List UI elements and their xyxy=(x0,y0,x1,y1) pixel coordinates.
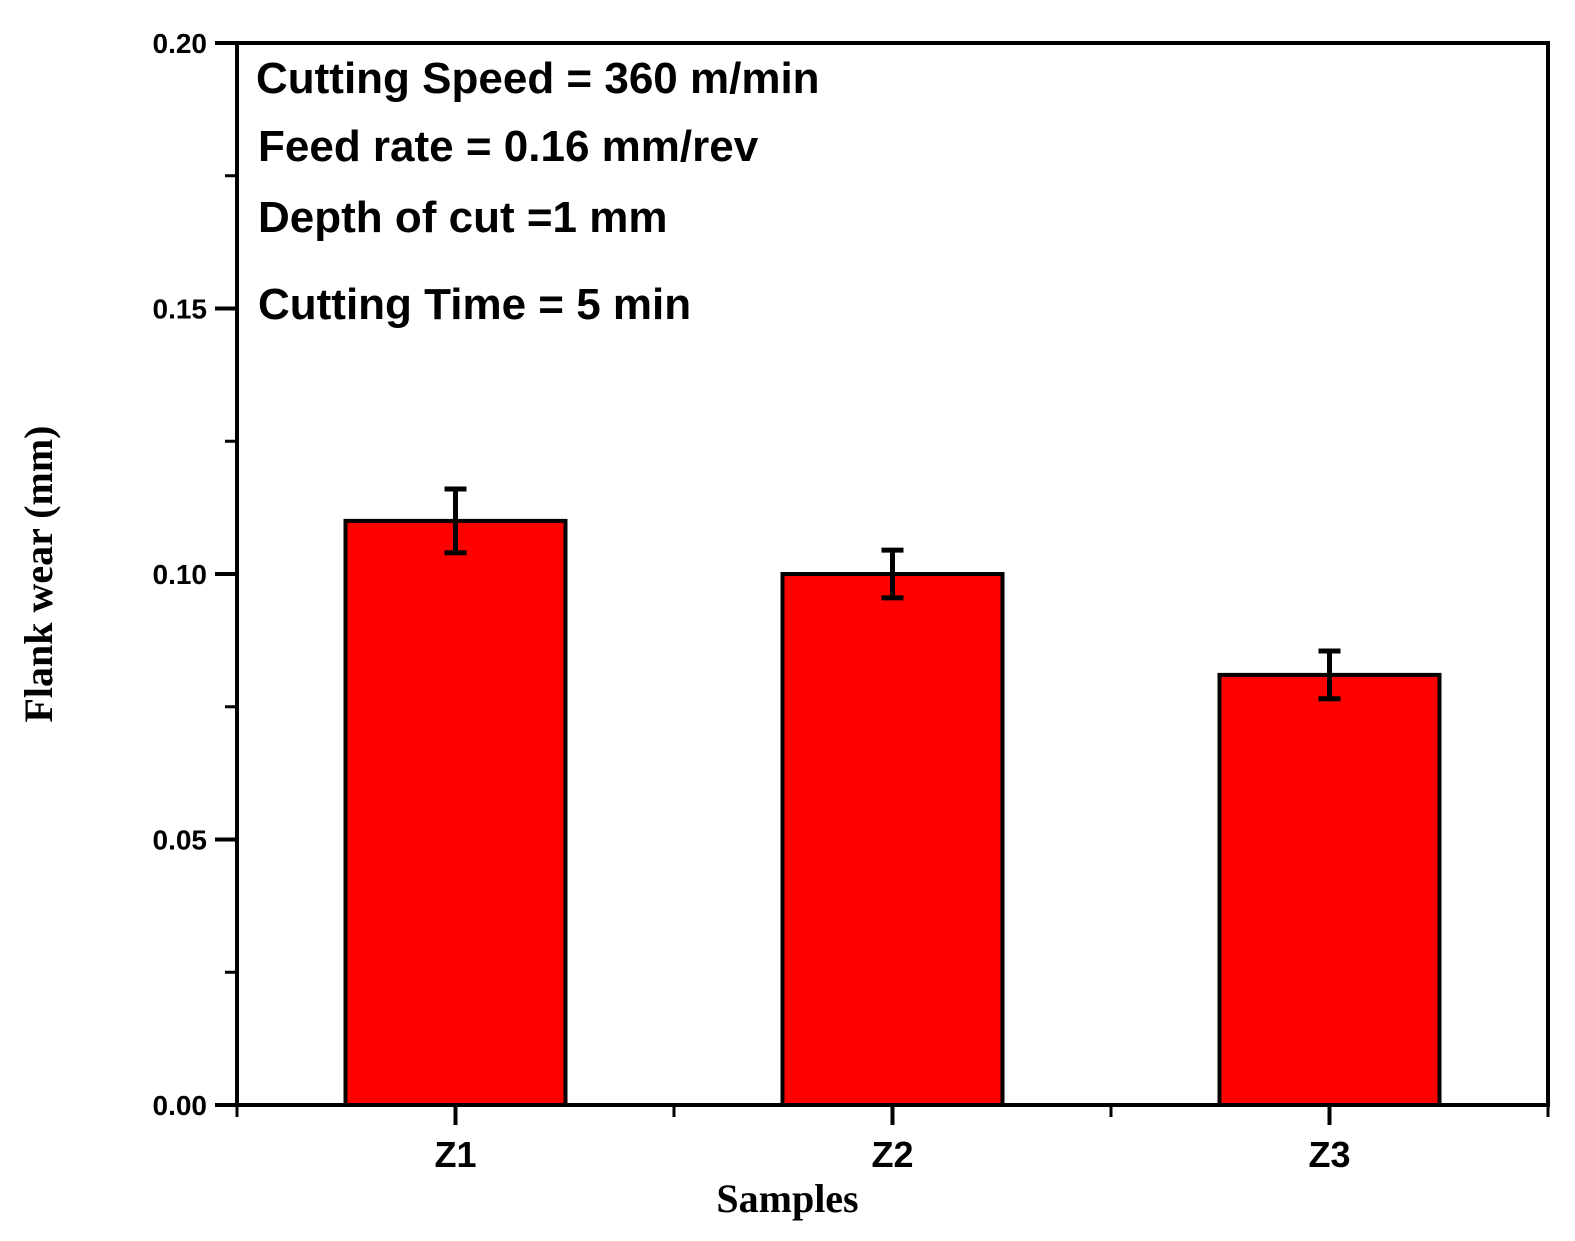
annotation-feed-rate: Feed rate = 0.16 mm/rev xyxy=(258,122,759,171)
annotation-block: Cutting Speed = 360 m/min Feed rate = 0.… xyxy=(256,54,820,329)
labels-layer: Flank wear (mm) Samples xyxy=(16,426,859,1222)
error-bar-z1 xyxy=(444,486,467,556)
error-bar-z2 xyxy=(881,547,904,601)
y-tick-label: 0.15 xyxy=(153,294,208,325)
annotation-depth-of-cut: Depth of cut =1 mm xyxy=(258,193,668,242)
x-tick-label-z2: Z2 xyxy=(871,1134,913,1175)
y-tick-label: 0.20 xyxy=(153,28,208,59)
x-tick-label-z3: Z3 xyxy=(1308,1134,1350,1175)
annotation-cutting-time: Cutting Time = 5 min xyxy=(258,280,691,329)
y-tick-label: 0.05 xyxy=(153,825,208,856)
x-axis-title: Samples xyxy=(716,1176,858,1221)
y-tick-label: 0.00 xyxy=(153,1090,208,1121)
bar-z1 xyxy=(343,518,568,1107)
axes-layer: 0.00 0.05 0.10 0.15 0.20 Z1 Z2 Z3 xyxy=(153,28,1550,1175)
bars-layer xyxy=(343,518,1442,1107)
bar-z2 xyxy=(780,572,1005,1107)
y-axis-title: Flank wear (mm) xyxy=(16,426,61,723)
x-tick-label-z1: Z1 xyxy=(434,1134,476,1175)
bar-z3 xyxy=(1217,672,1442,1107)
y-tick-label: 0.10 xyxy=(153,559,208,590)
error-bar-z3 xyxy=(1318,648,1341,702)
error-bars-layer xyxy=(444,486,1341,702)
annotation-cutting-speed: Cutting Speed = 360 m/min xyxy=(256,54,820,103)
